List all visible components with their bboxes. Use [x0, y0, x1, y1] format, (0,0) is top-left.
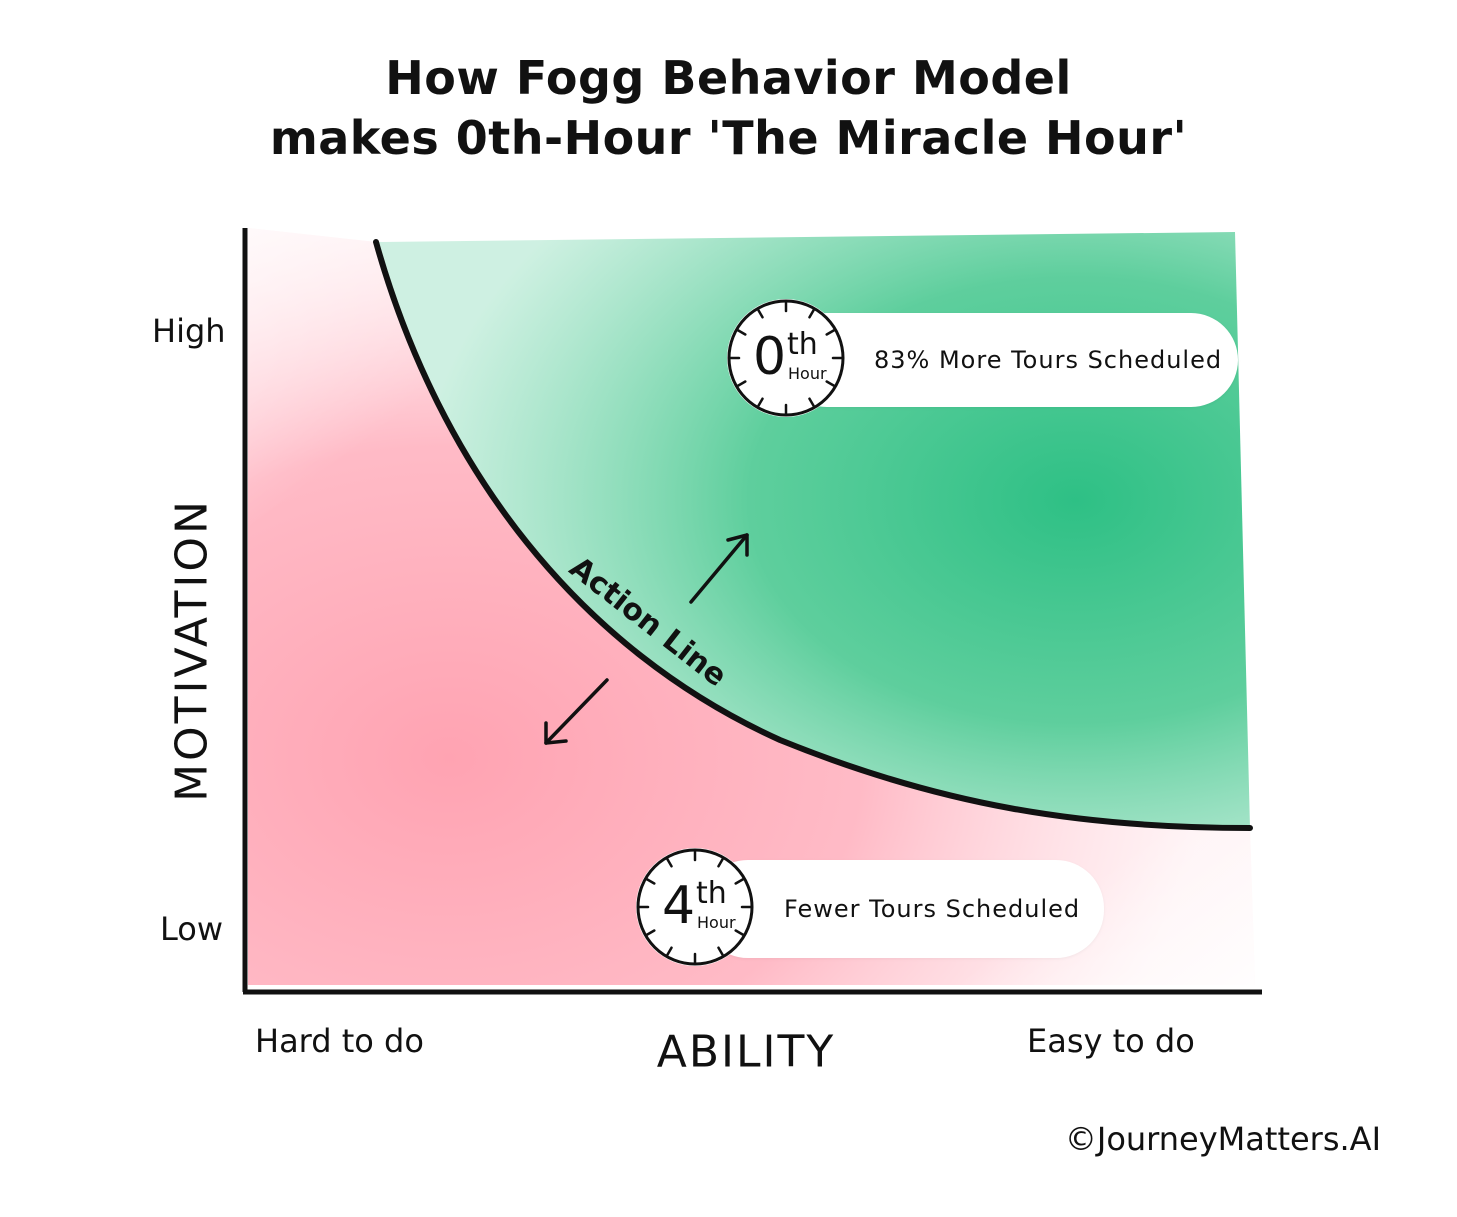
- clock-unit: Hour: [697, 913, 736, 932]
- clock-tick: [645, 929, 656, 937]
- top-callout: 83% More Tours Scheduled: [780, 313, 1238, 407]
- y-axis-high-label: High: [152, 312, 226, 350]
- clock-icon-4th-hour: 4 th Hour: [636, 848, 754, 966]
- clock-tick: [665, 946, 673, 957]
- clock-tick: [736, 380, 747, 388]
- action-line-curve: [373, 239, 1253, 831]
- low-region-fade: [248, 228, 1255, 985]
- x-axis-left-label: Hard to do: [255, 1022, 424, 1060]
- y-axis-title: MOTIVATION: [166, 498, 218, 802]
- clock-tick: [756, 397, 764, 408]
- arrow-down-left-icon: [544, 678, 609, 745]
- arrow-up-right-icon: [689, 533, 749, 604]
- x-axis-right-label: Easy to do: [1027, 1022, 1195, 1060]
- clock-tick: [756, 308, 764, 319]
- clock-tick: [825, 328, 836, 336]
- clock-tick: [734, 929, 745, 937]
- title-line-1: How Fogg Behavior Model: [385, 51, 1072, 105]
- clock-tick: [825, 380, 836, 388]
- clock-icon-0th-hour: 0 th Hour: [727, 299, 845, 417]
- clock-suffix: th: [696, 876, 727, 911]
- copyright-text: ©JourneyMatters.AI: [1064, 1120, 1381, 1158]
- clock-number: 0: [753, 327, 787, 387]
- clock-tick: [717, 946, 725, 957]
- clock-number: 4: [662, 876, 696, 936]
- clock-tick: [808, 397, 816, 408]
- clock-tick: [736, 328, 747, 336]
- y-axis-low-label: Low: [160, 910, 224, 948]
- diagram-title: How Fogg Behavior Model makes 0th-Hour '…: [0, 48, 1457, 168]
- clock-tick: [808, 308, 816, 319]
- clock-tick: [645, 877, 656, 885]
- bottom-callout: Fewer Tours Scheduled: [700, 860, 1104, 958]
- clock-tick: [734, 877, 745, 885]
- clock-suffix: th: [787, 327, 818, 362]
- title-line-2: makes 0th-Hour 'The Miracle Hour': [269, 111, 1188, 165]
- clock-tick: [717, 857, 725, 868]
- top-callout-text: 83% More Tours Scheduled: [874, 346, 1223, 374]
- clock-tick: [665, 857, 673, 868]
- x-axis-title: ABILITY: [656, 1026, 836, 1078]
- bottom-callout-text: Fewer Tours Scheduled: [784, 895, 1081, 923]
- clock-unit: Hour: [788, 364, 827, 383]
